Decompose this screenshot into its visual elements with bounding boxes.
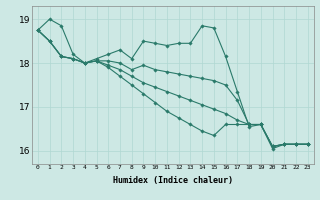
X-axis label: Humidex (Indice chaleur): Humidex (Indice chaleur) [113, 176, 233, 185]
